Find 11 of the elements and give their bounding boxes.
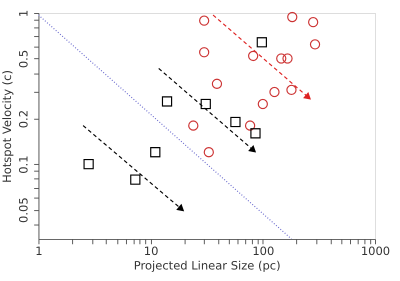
y-tick-label: 0.05: [16, 197, 30, 223]
y-tick-label: 0.1: [16, 155, 30, 174]
x-tick-label: 10: [144, 244, 158, 258]
y-tick-label: 1: [16, 10, 30, 18]
x-tick-label: 1000: [360, 244, 390, 258]
y-tick-label: 0.5: [16, 50, 30, 68]
x-axis-title: Projected Linear Size (pc): [134, 258, 281, 272]
x-tick-label: 100: [252, 244, 274, 258]
y-tick-label: 0.2: [16, 110, 30, 128]
x-tick-label: 1: [35, 244, 43, 258]
y-axis-title: Hotspot Velocity (c): [0, 70, 14, 183]
